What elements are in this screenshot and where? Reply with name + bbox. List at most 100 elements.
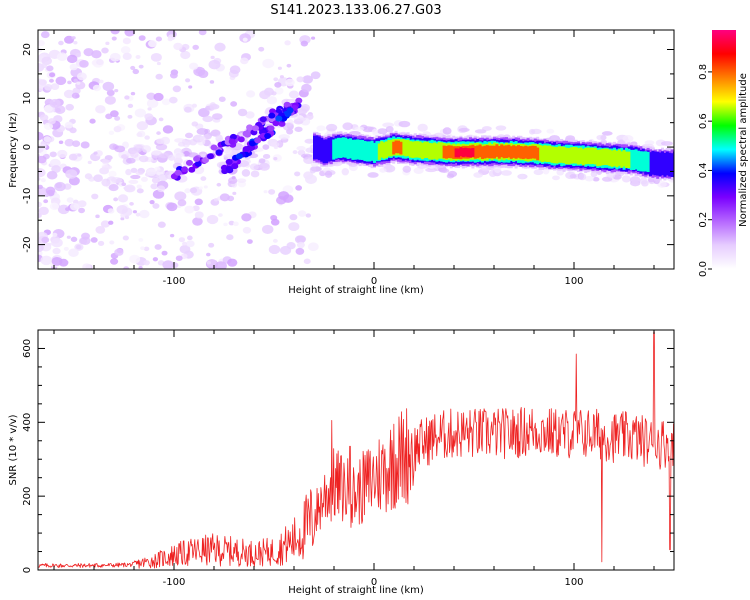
spectrogram-ridge-cell xyxy=(435,143,439,160)
spectrogram-noise-blob xyxy=(184,205,195,214)
y-tick-label: 20 xyxy=(22,43,33,56)
spectrogram-ridge-cell xyxy=(437,142,441,159)
spectrogram-ridge-cell xyxy=(608,149,612,166)
spectrogram-ridge-cell xyxy=(344,137,348,158)
spectrogram-ridge-cell xyxy=(577,148,580,165)
spectrogram-noise-blob xyxy=(65,103,74,111)
spectrogram-noise-blob xyxy=(52,232,58,237)
spectrogram-ridge-cell xyxy=(555,147,559,164)
spectrogram-noise-blob xyxy=(161,250,168,256)
spectrogram-ridge-cell xyxy=(459,147,463,157)
spectrogram-noise-blob xyxy=(172,85,182,93)
spectrogram-track-blob xyxy=(283,101,291,108)
spectrogram-noise-blob xyxy=(50,83,60,91)
spectrogram-ridge-cell xyxy=(337,137,340,158)
spectrogram-noise-blob xyxy=(39,114,49,122)
spectrogram-noise-blob xyxy=(101,47,109,54)
spectrogram-noise-blob xyxy=(144,135,150,140)
spectrogram-noise-blob xyxy=(38,155,47,164)
spectrogram-ridge-cell xyxy=(370,140,374,161)
spectrogram-noise-blob xyxy=(49,78,54,83)
spectrogram-halo-blob xyxy=(175,152,182,160)
spectrogram-ridge-cell xyxy=(430,143,434,160)
colorbar-tick-label: 0.4 xyxy=(698,162,709,178)
spectrogram-track-blob xyxy=(268,112,276,119)
spectrogram-ridge-cell xyxy=(574,147,578,164)
spectrogram-noise-blob xyxy=(66,235,71,239)
spectrogram-noise-blob xyxy=(277,66,282,70)
spectrogram-noise-blob xyxy=(167,37,173,42)
spectrogram-halo-blob xyxy=(101,159,110,165)
spectrogram-noise-blob xyxy=(292,150,298,155)
spectrogram-noise-blob xyxy=(130,91,136,96)
spectrogram-track-blob xyxy=(295,97,303,104)
spectrogram-noise-blob xyxy=(157,221,166,228)
spectrogram-halo-blob xyxy=(552,175,560,181)
spectrogram-halo-blob xyxy=(533,169,544,176)
y-tick-label: -20 xyxy=(22,236,33,252)
spectrogram-noise-blob xyxy=(64,121,74,129)
spectrogram-noise-blob xyxy=(218,96,226,102)
spectrogram-noise-blob xyxy=(188,85,193,89)
spectrogram-y-axis-label: Frequency (Hz) xyxy=(8,112,19,188)
spectrogram-noise-blob xyxy=(268,189,276,195)
spectrogram-noise-blob xyxy=(109,52,121,62)
spectrogram-noise-blob xyxy=(138,238,144,242)
spectrogram-noise-blob xyxy=(162,260,174,269)
spectrogram-ridge-cell xyxy=(341,137,345,158)
spectrogram-noise-blob xyxy=(132,68,140,75)
spectrogram-noise-blob xyxy=(130,65,136,70)
spectrogram-ridge-cell xyxy=(497,145,501,159)
spectrogram-noise-blob xyxy=(111,36,117,41)
spectrogram-noise-blob xyxy=(189,62,199,70)
spectrogram-noise-blob xyxy=(200,176,207,181)
spectrogram-ridge-cell xyxy=(394,140,398,154)
spectrogram-ridge-cell xyxy=(461,148,465,158)
spectrogram-halo-blob xyxy=(294,126,303,132)
spectrogram-noise-blob xyxy=(153,92,164,102)
spectrogram-ridge-cell xyxy=(639,151,643,172)
spectrogram-ridge-cell xyxy=(500,144,504,158)
spectrogram-halo-blob xyxy=(385,163,393,172)
spectrogram-ridge-cell xyxy=(641,151,645,172)
spectrogram-ridge-cell xyxy=(579,147,583,164)
spectrogram-noise-blob xyxy=(48,72,56,78)
spectrogram-track-blob xyxy=(242,130,250,137)
spectrogram-halo-blob xyxy=(138,155,149,163)
spectrogram-noise-blob xyxy=(152,203,160,209)
spectrogram-ridge-cell xyxy=(593,148,597,165)
spectrogram-halo-blob xyxy=(402,165,412,173)
spectrogram-halo-blob xyxy=(644,140,655,146)
spectrogram-ridge-cell xyxy=(656,151,660,176)
spectrogram-track-blob xyxy=(215,149,223,156)
spectrogram-noise-blob xyxy=(268,244,281,255)
spectrogram-noise-blob xyxy=(38,131,44,141)
spectrogram-noise-blob xyxy=(144,113,154,121)
spectrogram-ridge-cell xyxy=(481,146,484,159)
spectrogram-ridge-cell xyxy=(442,145,446,159)
spectrogram-noise-blob xyxy=(151,177,160,184)
spectrogram-halo-blob xyxy=(385,126,394,133)
spectrogram-noise-blob xyxy=(206,214,219,225)
spectrogram-ridge-cell xyxy=(327,137,331,162)
spectrogram-track-blob xyxy=(225,158,233,165)
spectrogram-ridge-cell xyxy=(421,142,424,160)
spectrogram-noise-blob xyxy=(301,83,312,93)
spectrogram-ridge-cell xyxy=(521,146,525,160)
spectrogram-noise-blob xyxy=(169,233,175,238)
spectrogram-noise-blob xyxy=(169,96,178,104)
colorbar-gradient xyxy=(712,30,736,269)
spectrogram-noise-blob xyxy=(38,86,45,92)
spectrogram-track-blob xyxy=(264,133,272,140)
spectrogram-halo-blob xyxy=(258,162,270,171)
spectrogram-noise-blob xyxy=(76,72,87,81)
spectrogram-noise-blob xyxy=(279,245,292,255)
spectrogram-noise-blob xyxy=(117,194,129,203)
spectrogram-halo-blob xyxy=(569,174,577,179)
spectrogram-ridge-cell xyxy=(507,144,511,158)
spectrogram-noise-blob xyxy=(127,103,134,109)
spectrogram-ridge-cell xyxy=(605,148,609,166)
spectrogram-noise-blob xyxy=(208,59,221,70)
spectrogram-ridge-cell xyxy=(512,145,516,158)
spectrogram-noise-blob xyxy=(177,199,187,207)
